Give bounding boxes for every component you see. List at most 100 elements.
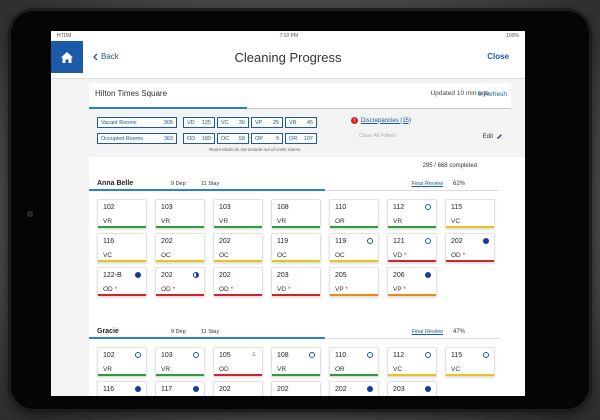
room-card[interactable]: 203	[387, 381, 437, 396]
room-card[interactable]: 202 OD *	[155, 267, 205, 297]
room-number: 122-B	[103, 272, 122, 279]
room-card[interactable]: 122-B OD *	[97, 267, 147, 297]
room-status-code: OC	[161, 252, 171, 259]
room-card[interactable]: 205 VP *	[329, 267, 379, 297]
final-review-link[interactable]: Final Review	[411, 329, 443, 335]
room-status: OC	[161, 252, 171, 259]
room-card[interactable]: 202	[213, 381, 263, 396]
room-card[interactable]: 110 OR	[329, 199, 379, 229]
room-status-code: VR	[277, 218, 287, 225]
room-card[interactable]: 103 VR	[213, 199, 263, 229]
room-status-code: OD	[103, 286, 113, 293]
refresh-button[interactable]: ↻ Refresh	[477, 90, 507, 98]
room-number: 110	[335, 204, 347, 211]
room-number: 115	[451, 352, 463, 359]
clear-filters-button[interactable]: Clear All Filters	[359, 133, 396, 139]
chip-op[interactable]: OP 9	[251, 133, 283, 144]
discrepancies-link[interactable]: ! Discrepancies (15)	[351, 117, 411, 124]
room-card[interactable]: 115 VC	[445, 347, 495, 377]
final-review-link[interactable]: Final Review	[411, 181, 443, 187]
room-card[interactable]: 112 VC	[387, 347, 437, 377]
room-card[interactable]: 116 VC	[97, 233, 147, 263]
room-card[interactable]: 102 VR	[97, 347, 147, 377]
home-button[interactable]	[51, 41, 83, 73]
room-card[interactable]: 103 VR	[155, 347, 205, 377]
room-number: 115	[451, 204, 463, 211]
room-card[interactable]: 206 VP *	[387, 267, 437, 297]
status-bar-indicator	[98, 293, 146, 296]
vacant-value: 305	[163, 119, 173, 126]
section-underline	[89, 189, 325, 191]
chip-vr[interactable]: VR 45	[285, 117, 317, 128]
room-card[interactable]: 110 OR	[329, 347, 379, 377]
room-card[interactable]: 112 VR	[387, 199, 437, 229]
room-status: VR	[277, 366, 286, 373]
room-status: OD *	[451, 252, 465, 259]
chip-or[interactable]: OR 107	[285, 133, 317, 144]
chip-vd[interactable]: VD 125	[183, 117, 215, 128]
status-bar-indicator	[98, 373, 146, 376]
room-card[interactable]: 203 VD *	[271, 267, 321, 297]
room-card[interactable]: 102 VR	[97, 199, 147, 229]
close-button[interactable]: Close	[487, 52, 509, 61]
stay-count: 11 Stay	[201, 181, 220, 187]
room-status-code: VD	[277, 286, 287, 293]
back-button[interactable]: Back	[93, 52, 119, 61]
room-number: 103	[161, 204, 173, 211]
room-card[interactable]: 117	[155, 381, 205, 396]
chip-oc[interactable]: OC 58	[217, 133, 249, 144]
vacant-rooms-filter[interactable]: Vacant Rooms 305	[97, 117, 177, 128]
room-card[interactable]: 116	[97, 381, 147, 396]
room-status-code: VC	[103, 252, 113, 259]
room-status: OC	[335, 252, 345, 259]
edit-label: Edit	[482, 133, 493, 140]
room-number: 202	[335, 386, 347, 393]
dep-count: 9 Dep	[171, 181, 186, 187]
room-card[interactable]: 108 VR	[271, 347, 321, 377]
room-card[interactable]: 119 OC	[329, 233, 379, 263]
room-status: VR	[103, 218, 112, 225]
chip-value: 107	[303, 135, 313, 142]
room-card[interactable]: 105 OD ♙	[213, 347, 263, 377]
room-status: OD	[219, 366, 229, 373]
status-bar-indicator	[214, 259, 262, 262]
room-status: VC	[451, 218, 460, 225]
room-card[interactable]: 202 OD *	[445, 233, 495, 263]
room-card[interactable]: 121 VD *	[387, 233, 437, 263]
status-bar-indicator	[388, 293, 436, 296]
room-number: 105	[219, 352, 231, 359]
status-bar-indicator	[272, 373, 320, 376]
room-card[interactable]: 202 OD *	[213, 267, 263, 297]
room-number: 110	[335, 352, 347, 359]
chip-label: VR	[289, 119, 297, 126]
room-card[interactable]: 108 VR	[271, 199, 321, 229]
room-card[interactable]: 202 OC	[155, 233, 205, 263]
room-card[interactable]: 115 VC	[445, 199, 495, 229]
status-bar-indicator	[388, 225, 436, 228]
room-status: OD *	[219, 286, 233, 293]
edit-button[interactable]: Edit	[483, 133, 503, 140]
room-card[interactable]: 103 VR	[155, 199, 205, 229]
room-card[interactable]: 202 OC	[213, 233, 263, 263]
occupied-rooms-filter[interactable]: Occupied Rooms 363	[97, 133, 177, 144]
chip-od[interactable]: OD 189	[183, 133, 215, 144]
hotel-underline	[89, 107, 247, 109]
pending-icon	[135, 352, 141, 358]
room-number: 202	[277, 386, 289, 393]
chip-vc[interactable]: VC 30	[217, 117, 249, 128]
room-card[interactable]: 202	[329, 381, 379, 396]
chip-value: 9	[275, 135, 279, 142]
pending-icon	[193, 352, 199, 358]
status-bar: HTDM 7:10 PM 100%	[51, 31, 525, 41]
chip-vp[interactable]: VP 25	[251, 117, 283, 128]
chip-value: 125	[201, 119, 211, 126]
half-status-icon	[193, 272, 199, 278]
refresh-icon: ↻	[476, 91, 483, 98]
room-flag: *	[114, 286, 118, 293]
room-card[interactable]: 202	[271, 381, 321, 396]
hotel-name: Hilton Times Square	[95, 89, 168, 98]
room-status-code: OD	[451, 252, 461, 259]
room-card[interactable]: 119 OC	[271, 233, 321, 263]
room-status-code: OC	[277, 252, 287, 259]
status-bar-indicator	[98, 259, 146, 262]
